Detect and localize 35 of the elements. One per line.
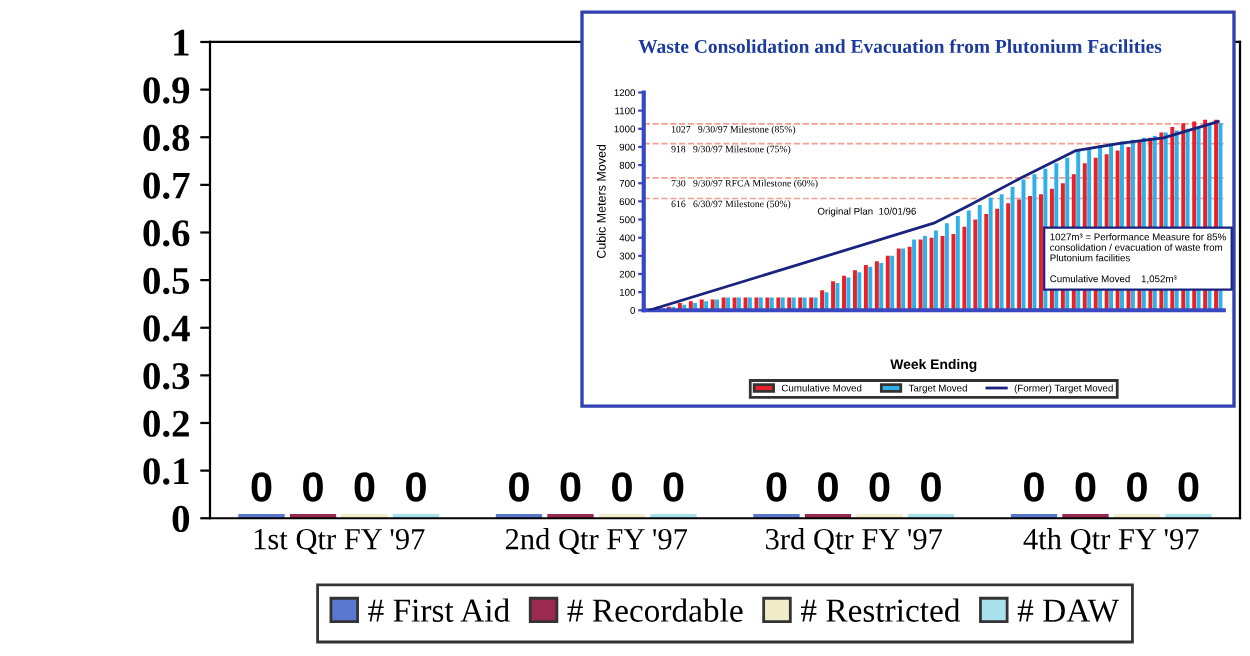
x-tick-label: 3rd Qtr FY '97 [766,527,943,555]
legend-label: # DAW [1017,599,1120,623]
data-label: 0 [818,472,838,502]
y-tick-label: 0.3 [143,362,190,390]
y-tick-label: 1 [174,29,189,56]
chart-title: Waste Consolidation and Evacuation from Plutonium Facilities [638,39,1162,54]
x-tick-label: 4th Qtr FY '97 [1023,527,1199,555]
data-label: 0 [560,472,581,502]
data-label: 0 [509,472,529,502]
data-label: 0 [354,472,375,502]
y-tick-label: 0.2 [143,410,189,438]
data-label: 0 [921,472,941,502]
legend-label: # Recordable [567,598,743,622]
x-tick-label: 2nd Qtr FY '97 [505,527,688,555]
data-label: 0 [251,472,272,502]
data-label: 0 [406,472,426,502]
x-tick-label: 1st Qtr FY '97 [254,528,425,555]
y-tick-label: 0.6 [143,220,190,247]
y-tick-label: 0.4 [143,315,190,342]
data-label: 0 [663,472,684,502]
y-tick-label: 0.7 [143,172,190,199]
y-tick-label: 0.9 [143,77,190,104]
data-label: 0 [1024,472,1044,502]
y-tick-label: 0.1 [143,458,189,485]
y-tick-label: 0 [172,505,190,533]
data-label: 0 [869,472,890,502]
y-tick-label: 0.5 [143,267,190,295]
data-label: 0 [1075,472,1096,502]
legend-label: # First Aid [368,598,510,622]
y-tick-label: 0.8 [143,124,190,152]
data-label: 0 [1178,472,1199,502]
legend-label: # Restricted [800,598,961,622]
data-label: 0 [766,472,787,502]
data-label: 0 [1127,472,1147,502]
data-label: 0 [303,472,323,502]
